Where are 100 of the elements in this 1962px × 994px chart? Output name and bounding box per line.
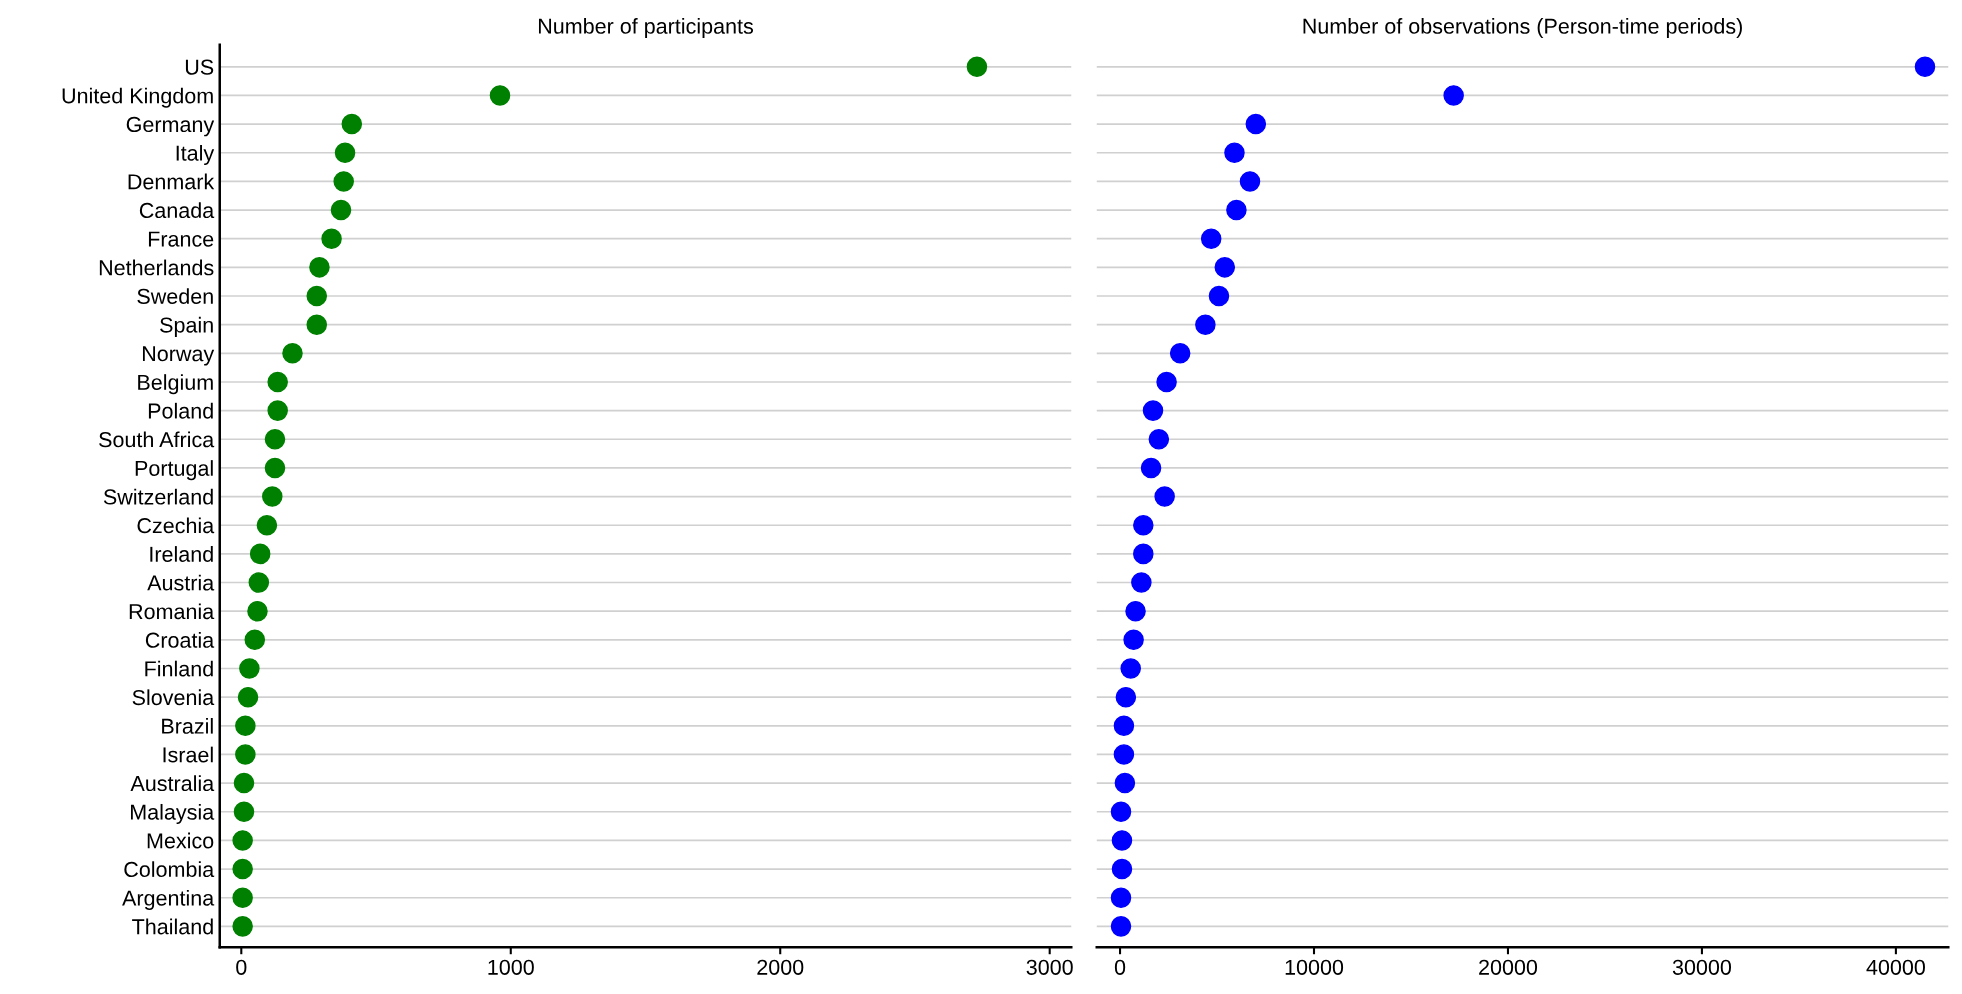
point [232, 916, 253, 937]
x-tick-label: 20000 [1479, 959, 1538, 975]
point [1111, 830, 1133, 851]
y-tick-label: Germany [126, 116, 215, 137]
point [341, 113, 363, 135]
point [1125, 600, 1146, 622]
point [321, 228, 342, 249]
y-tick-label: Malaysia [131, 803, 215, 825]
point [334, 142, 356, 164]
chart-title: Number of participants [538, 18, 754, 39]
point [1154, 486, 1175, 507]
point [1115, 686, 1137, 708]
y-tick-label: Mexico [147, 832, 214, 849]
point [1133, 543, 1154, 565]
y-tick-label: Finland [145, 660, 213, 677]
y-tick-label: Slovenia [132, 689, 215, 706]
point [235, 715, 256, 737]
point [1110, 887, 1132, 908]
point [264, 429, 286, 450]
point [1148, 429, 1170, 450]
y-tick-label: Netherlands [99, 259, 214, 276]
y-tick-label: Colombia [124, 861, 215, 878]
point [1120, 658, 1141, 679]
point [262, 486, 283, 507]
y-tick-label: United Kingdom [62, 87, 213, 108]
point [1156, 371, 1177, 393]
y-tick-label: Ireland [150, 546, 213, 562]
x-tick-label: 3000 [1026, 959, 1073, 975]
point [233, 772, 255, 794]
y-tick-label: South Africa [99, 431, 215, 448]
x-tick-label: 10000 [1285, 959, 1344, 975]
x-tick-label: 30000 [1672, 959, 1732, 975]
y-tick-label: Argentina [122, 889, 215, 910]
y-tick-label: Denmark [128, 173, 215, 190]
y-tick-label: Norway [142, 346, 215, 366]
x-tick-label: 2000 [757, 959, 804, 975]
point [309, 257, 330, 278]
x-tick-label: 1000 [488, 959, 534, 975]
point [1914, 56, 1936, 78]
point [264, 457, 286, 479]
point [249, 543, 271, 565]
y-tick-label: Thailand [132, 918, 213, 935]
point [1226, 199, 1247, 221]
y-tick-label: Romania [129, 603, 215, 620]
y-tick-label: Austria [147, 574, 215, 591]
point [1123, 629, 1144, 651]
point [1131, 572, 1152, 593]
point [1140, 457, 1162, 479]
point [232, 887, 253, 908]
point [267, 371, 288, 393]
point [233, 801, 255, 823]
point [1142, 400, 1164, 421]
point [235, 744, 256, 765]
y-tick-label: Czechia [137, 517, 215, 534]
point [232, 830, 253, 851]
y-tick-label: Australia [130, 775, 215, 792]
point [1245, 113, 1267, 135]
y-tick-label: Spain [160, 316, 213, 337]
point [1200, 228, 1222, 249]
point [244, 629, 266, 651]
point [333, 171, 354, 192]
point [267, 400, 288, 421]
point [306, 314, 328, 335]
x-tick-label: 0 [236, 959, 247, 975]
x-tick-label: 40000 [1866, 959, 1925, 975]
point [1239, 171, 1261, 192]
point [256, 514, 278, 536]
point [966, 56, 988, 78]
point [1443, 85, 1464, 106]
point [237, 686, 259, 708]
point [1110, 916, 1132, 937]
y-tick-label: Israel [163, 746, 213, 763]
y-tick-label: Brazil [162, 718, 213, 734]
point [282, 343, 303, 364]
y-tick-label: Switzerland [103, 488, 213, 505]
point [1195, 314, 1216, 335]
point [239, 658, 260, 679]
x-tick-label: 0 [1114, 959, 1126, 975]
point [247, 600, 268, 622]
point [1224, 142, 1245, 164]
point [1208, 285, 1230, 307]
point [306, 285, 328, 307]
y-tick-label: Belgium [138, 374, 213, 395]
point [1110, 801, 1132, 823]
point [1214, 257, 1236, 278]
point [1133, 514, 1154, 536]
chart-title: Number of observations (Person-time periods) [1303, 18, 1742, 39]
point [489, 85, 511, 106]
y-tick-label: Italy [176, 144, 215, 166]
y-tick-label: Poland [148, 402, 213, 419]
point [330, 199, 352, 221]
point [1111, 858, 1133, 880]
y-tick-label: France [148, 231, 214, 247]
point [232, 858, 253, 880]
point [248, 572, 270, 593]
y-tick-label: Croatia [145, 632, 215, 648]
point [1113, 715, 1135, 737]
y-tick-label: US [185, 59, 214, 75]
y-tick-label: Portugal [135, 460, 213, 481]
point [1113, 744, 1135, 765]
